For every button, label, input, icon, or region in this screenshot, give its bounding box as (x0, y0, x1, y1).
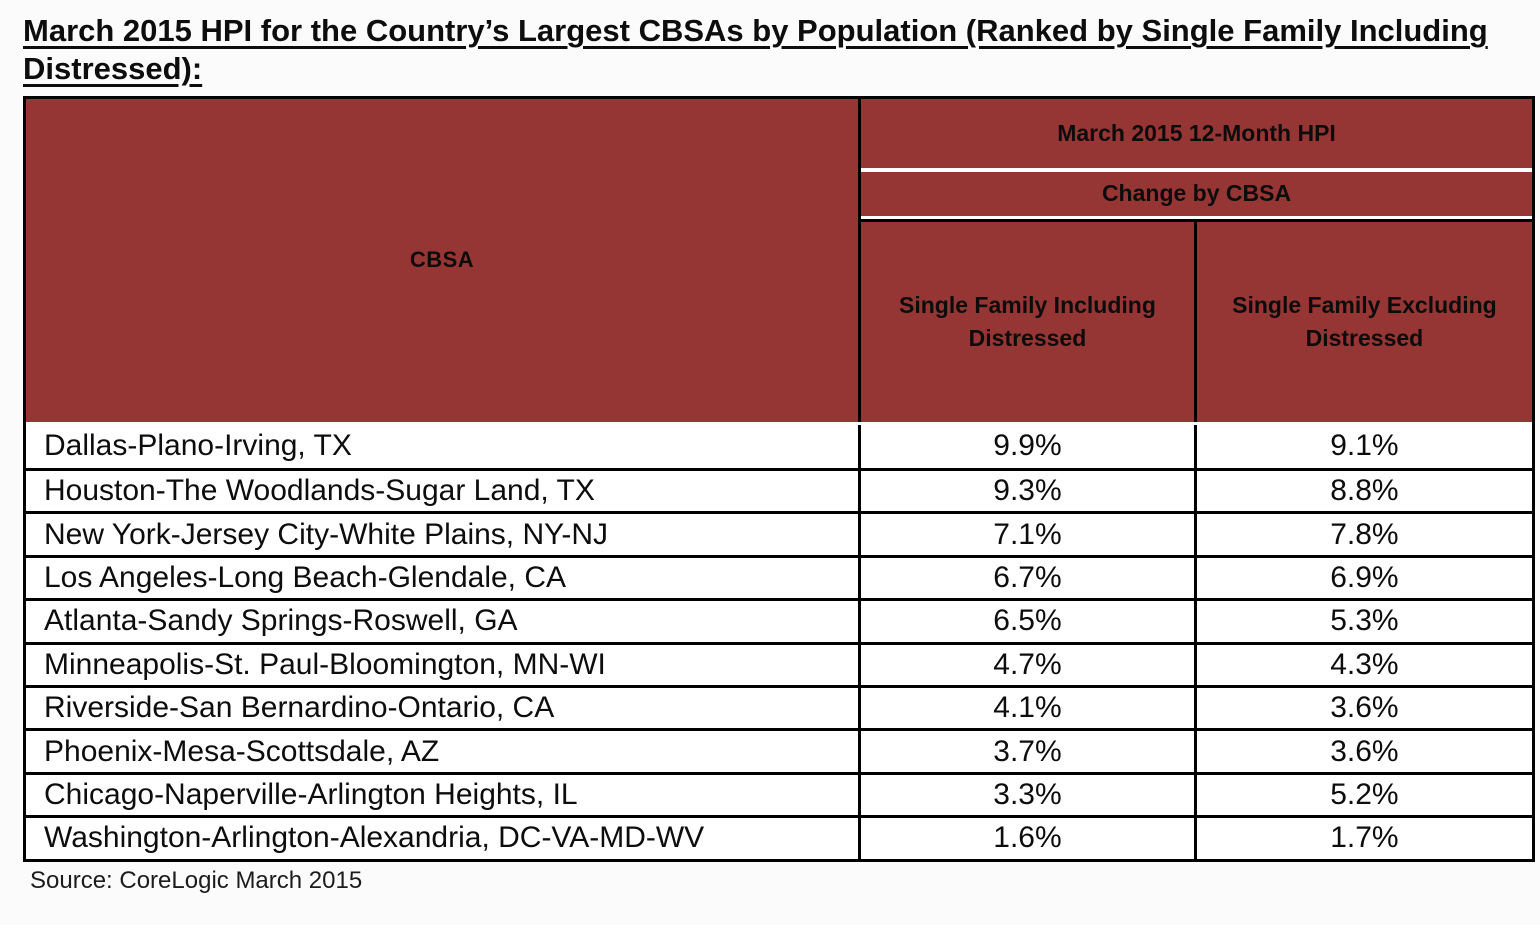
table-row: Phoenix-Mesa-Scottsdale, AZ 3.7% 3.6% (26, 728, 1532, 772)
cbsa-cell: Minneapolis-St. Paul-Bloomington, MN-WI (26, 644, 862, 685)
cbsa-cell: Dallas-Plano-Irving, TX (26, 424, 862, 469)
including-value-cell: 3.3% (993, 777, 1062, 811)
including-value-cell: 3.7% (993, 734, 1062, 768)
page-title-line-2: Distressed): (23, 50, 203, 86)
table-row: Dallas-Plano-Irving, TX 9.9% 9.1% (26, 424, 1532, 469)
cbsa-cell: Riverside-San Bernardino-Ontario, CA (26, 687, 862, 729)
including-value-cell: 4.7% (993, 647, 1062, 681)
including-value-cell: 4.1% (993, 691, 1062, 725)
table-row: Chicago-Naperville-Arlington Heights, IL… (26, 771, 1532, 816)
including-value-cell: 1.6% (993, 821, 1062, 855)
excluding-value-cell: 5.2% (1193, 774, 1532, 816)
table-row: Washington-Arlington-Alexandria, DC-VA-M… (26, 815, 1532, 859)
table-row: New York-Jersey City-White Plains, NY-NJ… (26, 511, 1532, 555)
table-row: Houston-The Woodlands-Sugar Land, TX 9.3… (26, 468, 1532, 512)
excluding-value-cell: 4.3% (1193, 644, 1532, 685)
cbsa-cell: Washington-Arlington-Alexandria, DC-VA-M… (26, 818, 862, 859)
including-value-cell: 9.9% (993, 429, 1062, 463)
cbsa-cell: Los Angeles-Long Beach-Glendale, CA (26, 557, 862, 599)
header-cell-subgroup: Change by CBSA (861, 172, 1532, 219)
hpi-table: CBSA March 2015 12-Month HPI Change by C… (23, 95, 1535, 862)
excluding-value-cell: 7.8% (1193, 514, 1532, 555)
table-row: Riverside-San Bernardino-Ontario, CA 4.1… (26, 684, 1532, 729)
source-note: Source: CoreLogic March 2015 (30, 866, 363, 894)
header-cell-excluding-distressed: Single Family Excluding Distressed (1193, 218, 1532, 422)
excluding-value-cell: 8.8% (1193, 471, 1532, 512)
header-cell-group: March 2015 12-Month HPI (861, 99, 1532, 172)
table-body: Dallas-Plano-Irving, TX 9.9% 9.1% Housto… (26, 424, 1532, 859)
table-row: Atlanta-Sandy Springs-Roswell, GA 6.5% 5… (26, 598, 1532, 642)
excluding-value-cell: 3.6% (1193, 687, 1532, 729)
excluding-value-cell: 1.7% (1193, 818, 1532, 859)
table-row: Los Angeles-Long Beach-Glendale, CA 6.7%… (26, 554, 1532, 599)
excluding-value-cell: 9.1% (1193, 424, 1532, 469)
including-value-cell: 9.3% (993, 474, 1062, 508)
header-cell-cbsa: CBSA (26, 98, 862, 422)
cbsa-cell: Phoenix-Mesa-Scottsdale, AZ (26, 731, 862, 772)
table-header: CBSA March 2015 12-Month HPI Change by C… (26, 98, 1532, 425)
page-title: March 2015 HPI for the Country’s Largest… (23, 12, 1540, 88)
excluding-value-cell: 3.6% (1193, 731, 1532, 772)
document-page: March 2015 HPI for the Country’s Largest… (23, 12, 1540, 894)
excluding-value-cell: 6.9% (1193, 557, 1532, 599)
including-value-cell: 6.7% (993, 560, 1062, 594)
cbsa-cell: Houston-The Woodlands-Sugar Land, TX (26, 471, 862, 512)
cbsa-cell: Atlanta-Sandy Springs-Roswell, GA (26, 601, 862, 642)
including-value-cell: 7.1% (993, 517, 1062, 551)
cbsa-cell: New York-Jersey City-White Plains, NY-NJ (26, 514, 862, 555)
cbsa-cell: Chicago-Naperville-Arlington Heights, IL (26, 774, 862, 816)
table-row: Minneapolis-St. Paul-Bloomington, MN-WI … (26, 641, 1532, 685)
page-title-line-1: March 2015 HPI for the Country’s Largest… (23, 13, 1488, 48)
header-cell-including-distressed: Single Family Including Distressed (861, 218, 1194, 422)
excluding-value-cell: 5.3% (1193, 601, 1532, 642)
including-value-cell: 6.5% (993, 604, 1062, 638)
